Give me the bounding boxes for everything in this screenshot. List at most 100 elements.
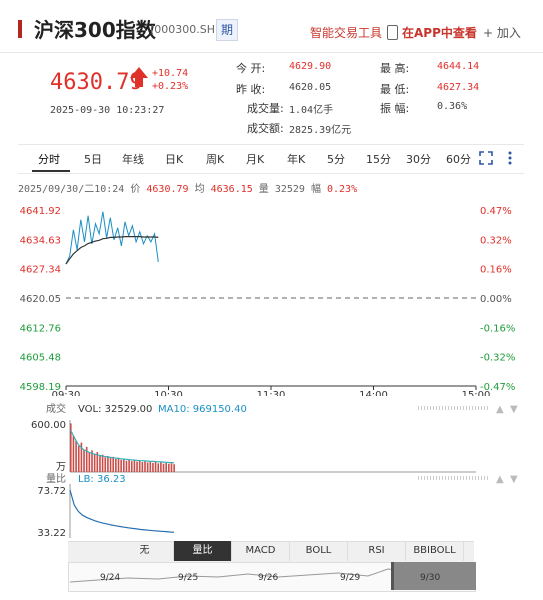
prev-close-value: 4620.05 bbox=[289, 82, 332, 93]
indicator-none[interactable]: 无 bbox=[116, 541, 174, 561]
quote-datetime: 2025-09-30 10:23:27 bbox=[50, 105, 165, 116]
volume-bar bbox=[173, 464, 175, 472]
y-right-tick-label: -0.32% bbox=[480, 353, 515, 364]
tab-weekly-k[interactable]: 周K bbox=[206, 153, 225, 166]
tab-60-min[interactable]: 60分 bbox=[446, 153, 471, 166]
navigator-date: 9/30 bbox=[420, 573, 441, 583]
navigator-date: 9/29 bbox=[340, 573, 361, 583]
volume-bar bbox=[123, 458, 125, 472]
info-date: 2025/09/30/二10:24 bbox=[18, 184, 125, 195]
tab-15-min[interactable]: 15分 bbox=[366, 153, 391, 166]
volume-ma-label: MA10: 969150.40 bbox=[158, 404, 247, 415]
volume-bar bbox=[133, 460, 136, 472]
volume-bar bbox=[83, 449, 85, 472]
volume-label: 成交 bbox=[46, 402, 66, 415]
tab-daily-k[interactable]: 日K bbox=[165, 153, 184, 166]
ratio-y-tick: 73.72 bbox=[37, 486, 66, 497]
tab-monthly-k[interactable]: 月K bbox=[246, 153, 265, 166]
volume-bar bbox=[88, 452, 91, 472]
tab-30-min[interactable]: 30分 bbox=[406, 153, 431, 166]
info-vol: 32529 bbox=[274, 184, 305, 195]
indicator-rsi[interactable]: RSI bbox=[348, 541, 406, 561]
volume-bar bbox=[112, 456, 114, 472]
volume-ma-line bbox=[70, 430, 175, 464]
amount-label: 成交额: bbox=[247, 122, 284, 135]
view-in-app-link[interactable]: 在APP中查看 bbox=[402, 26, 477, 40]
current-price: 4630.79 bbox=[50, 70, 143, 95]
tab-year-line[interactable]: 年线 bbox=[122, 153, 144, 166]
volume-bar bbox=[152, 462, 154, 472]
volume-y-tick: 600.00 bbox=[31, 420, 66, 431]
volume-bar bbox=[146, 462, 149, 472]
more-options-icon[interactable] bbox=[506, 150, 514, 166]
amplitude-value: 0.36% bbox=[437, 101, 468, 112]
volume-bar bbox=[138, 460, 141, 472]
x-tick-label: 15:00 bbox=[462, 390, 491, 396]
volume-bar bbox=[80, 442, 83, 472]
y-tick-label: 4641.92 bbox=[20, 206, 61, 217]
low-label: 最 低: bbox=[380, 83, 410, 96]
title-marker bbox=[18, 20, 22, 38]
amplitude-label: 振 幅: bbox=[380, 102, 410, 115]
indicator-volume-ratio[interactable]: 量比 bbox=[174, 541, 232, 561]
indicator-macd[interactable]: MACD bbox=[232, 541, 290, 561]
smart-trade-tools-link[interactable]: 智能交易工具 bbox=[310, 26, 383, 40]
open-value: 4629.90 bbox=[289, 61, 332, 72]
y-tick-label: 4598.19 bbox=[20, 382, 61, 393]
info-amp-label: 幅 bbox=[310, 184, 321, 195]
y-right-tick-label: 0.32% bbox=[480, 235, 512, 246]
period-tabs bbox=[18, 144, 524, 174]
add-watchlist-button[interactable]: + 加入 bbox=[483, 26, 521, 40]
volume-label: 成交量: bbox=[247, 102, 284, 115]
volume-ratio-chart[interactable]: 成交 VOL: 32529.00 MA10: 969150.40 ▲ ▼ 600.00 万量… bbox=[18, 400, 524, 540]
change-percent: +0.23% bbox=[152, 81, 189, 92]
volume-bar bbox=[154, 462, 157, 472]
volume-bar bbox=[141, 462, 144, 472]
top-bar bbox=[0, 0, 543, 53]
volume-bar bbox=[168, 463, 170, 472]
y-right-tick-label: 0.47% bbox=[480, 206, 512, 217]
x-tick-label: 11:30 bbox=[257, 390, 286, 396]
tab-5-day[interactable]: 5日 bbox=[84, 153, 102, 166]
prev-close-label: 昨 收: bbox=[236, 83, 266, 96]
navigator-date: 9/24 bbox=[100, 573, 121, 583]
crosshair-info: 2025/09/30/二10:24 价 4630.79 均 4636.15 量 … bbox=[18, 180, 357, 195]
volume-value: 1.04亿手 bbox=[289, 105, 334, 116]
y-tick-label: 4627.34 bbox=[20, 265, 61, 276]
collapse-down-icon: ▼ bbox=[510, 474, 518, 485]
ratio-label: 量比 bbox=[46, 473, 66, 485]
info-avg-label: 均 bbox=[194, 184, 205, 195]
y-tick-label: 4605.48 bbox=[20, 353, 61, 364]
up-arrow-icon bbox=[130, 67, 148, 78]
indicator-boll[interactable]: BOLL bbox=[290, 541, 348, 561]
volume-bar bbox=[130, 461, 133, 472]
info-price-label: 价 bbox=[130, 184, 141, 195]
intraday-price-chart[interactable]: 4641.92 0.47% 4634.63 0.32% 4627.34 0.16% 4620… bbox=[18, 196, 524, 396]
y-right-tick-label: -0.47% bbox=[480, 382, 515, 393]
volume-bar bbox=[109, 458, 112, 472]
ratio-line bbox=[69, 489, 175, 533]
fullscreen-icon[interactable] bbox=[478, 150, 494, 166]
navigator-date: 9/25 bbox=[178, 573, 199, 583]
navigator-window[interactable] bbox=[391, 562, 476, 590]
volume-bar bbox=[107, 455, 109, 472]
volume-bar bbox=[120, 459, 122, 472]
volume-bar bbox=[160, 462, 162, 472]
y-right-tick-label: 0.16% bbox=[480, 265, 512, 276]
info-amp: 0.23% bbox=[327, 184, 358, 195]
indicator-bbiboll[interactable]: BBIBOLL bbox=[406, 541, 464, 561]
index-code: (000300.SH) bbox=[150, 23, 220, 36]
tab-yearly-k[interactable]: 年K bbox=[287, 153, 306, 166]
y-tick-label: 4634.63 bbox=[20, 235, 61, 246]
volume-bar bbox=[162, 463, 165, 472]
index-title: 沪深300指数 bbox=[34, 18, 156, 42]
volume-unit: 万 bbox=[56, 462, 66, 473]
info-avg: 4636.15 bbox=[210, 184, 253, 195]
volume-bar bbox=[115, 459, 117, 472]
tab-intraday[interactable]: 分时 bbox=[38, 153, 60, 166]
up-arrow-stem bbox=[135, 78, 143, 87]
futures-button[interactable]: 期 bbox=[216, 19, 238, 41]
volume-bar bbox=[70, 423, 72, 472]
tab-5-min[interactable]: 5分 bbox=[327, 153, 345, 166]
volume-bar bbox=[117, 457, 120, 472]
